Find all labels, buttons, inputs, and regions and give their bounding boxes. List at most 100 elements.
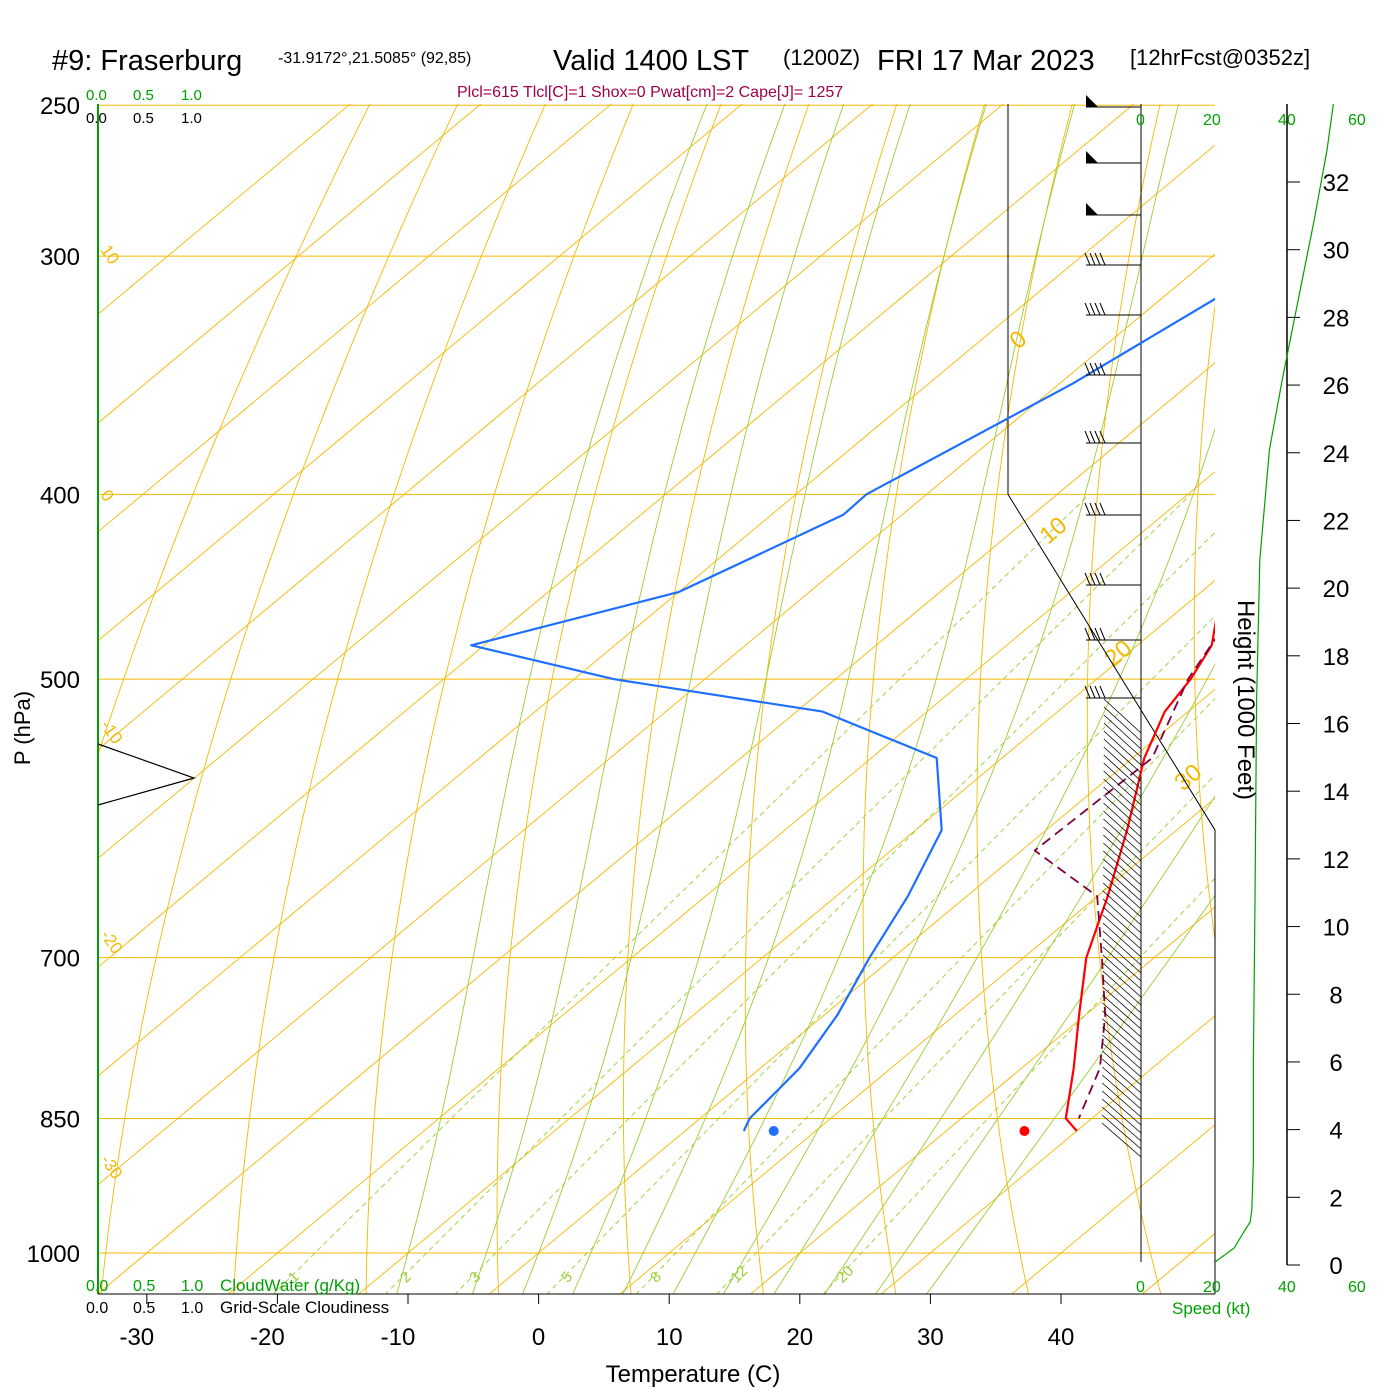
wind-barb-staff (1102, 938, 1142, 974)
temperature-tick-label: 10 (656, 1324, 683, 1351)
height-tick-label: 10 (1323, 915, 1350, 942)
wind-barb-feather (1094, 252, 1101, 266)
height-tick-label: 4 (1329, 1118, 1342, 1145)
wind-barb-pennant (1086, 203, 1098, 215)
moist-adiabat (773, 427, 1215, 1294)
wind-barb-staff (1102, 922, 1142, 958)
isotherm-label-left: -10 (97, 716, 127, 747)
temperature-trace (1064, 619, 1215, 1132)
wind-barb-pennant (1086, 151, 1098, 163)
wind-barb-feather (1084, 572, 1091, 586)
height-tick-label: 22 (1323, 508, 1350, 535)
wind-barb-staff (1102, 1010, 1142, 1046)
wind-barb-staff (1101, 1106, 1142, 1142)
wind-barb-feather (1094, 430, 1101, 444)
station-coords: -31.9172°,21.5085° (92,85) (278, 50, 471, 67)
moist-adiabat (572, 104, 911, 1294)
isotherm-label-right: 10 (1035, 512, 1073, 550)
wind-barb-feather (1084, 252, 1091, 266)
mixing-ratio-label: 8 (647, 1268, 665, 1286)
wind-barb-staff (1101, 1082, 1142, 1118)
wind-barb-staff (1103, 826, 1142, 862)
wind-barb-feather (1089, 252, 1096, 266)
dry-adiabat (622, 104, 810, 1294)
temperature-tick-label: 40 (1048, 1324, 1075, 1351)
wind-barb-staff (1102, 906, 1142, 942)
speed-label: Speed (kt) (1172, 1299, 1250, 1318)
isotherm-line (98, 253, 1215, 1186)
temperature-tick-label: 0 (532, 1324, 545, 1351)
moist-adiabat (672, 104, 1076, 1294)
wind-barb-staff (1102, 978, 1142, 1014)
mixing-ratio-line (822, 877, 1215, 1294)
wind-barb-staff (1102, 930, 1142, 966)
wind-barb-feather (1099, 252, 1106, 266)
valid-date: FRI 17 Mar 2023 (877, 45, 1095, 77)
wind-barb-staff (1102, 890, 1142, 926)
wind-barb-feather (1094, 362, 1101, 376)
cloud-tick-top-black-1: 0.5 (133, 110, 154, 127)
wind-barb-staff (1102, 994, 1142, 1030)
mixing-ratio-line (272, 493, 1090, 1294)
height-tick-label: 14 (1323, 779, 1350, 806)
pressure-tick-label: 700 (40, 946, 80, 973)
wind-barb-staff (1102, 1050, 1142, 1086)
height-tick-label: 30 (1323, 238, 1350, 265)
moist-adiabat (522, 104, 845, 1294)
wind-barb-staff (1102, 914, 1142, 950)
wind-barb-staff (1102, 1042, 1142, 1078)
wind-barb-staff (1103, 706, 1142, 742)
wind-barb-staff (1103, 770, 1142, 806)
height-tick-label: 2 (1329, 1185, 1342, 1212)
dry-adiabat (1193, 302, 1215, 944)
wind-barb-staff (1102, 858, 1142, 894)
mixing-ratio-label: 3 (466, 1268, 484, 1286)
speed-tick-top-3: 60 (1348, 112, 1366, 129)
speed-tick-top-1: 20 (1203, 112, 1221, 129)
dry-adiabat (365, 104, 634, 1294)
isotherm-line (98, 104, 1135, 968)
speed-tick-bottom-3: 60 (1348, 1279, 1366, 1296)
zulu-time: (1200Z) (783, 45, 860, 70)
surface-dewpoint-dot (768, 1126, 779, 1137)
wind-barb-staff (1103, 794, 1142, 830)
wind-barb-staff (1101, 1122, 1142, 1158)
wind-barb-feather (1094, 627, 1101, 641)
wind-barb-staff (1103, 730, 1142, 766)
wind-barb-staff (1103, 810, 1142, 846)
wind-barb-feather (1089, 502, 1096, 516)
isotherm-line (98, 104, 1004, 859)
speed-tick-bottom-0: 0 (1136, 1279, 1145, 1296)
speed-tick-top-2: 40 (1278, 112, 1296, 129)
dry-adiabat (98, 104, 371, 757)
isotherm-line (619, 797, 1215, 1294)
dry-adiabat (100, 104, 459, 1294)
cloud-tick-top-black-2: 1.0 (181, 110, 202, 127)
profile-traces (470, 297, 1215, 1137)
valid-time: Valid 1400 LST (553, 45, 749, 77)
wind-barb-staff (1102, 1018, 1142, 1054)
isotherm-label-left: -20 (97, 926, 127, 957)
height-tick-label: 0 (1329, 1253, 1342, 1280)
pressure-tick-label: 400 (40, 482, 80, 509)
height-tick-label: 16 (1323, 712, 1350, 739)
wind-barb-feather (1084, 502, 1091, 516)
cloud-tick-top-green-1: 0.5 (133, 87, 154, 104)
cloud-tick-top-green-0: 0.0 (86, 87, 107, 104)
wind-barb-staff (1102, 1066, 1142, 1102)
wind-barb-staff (1102, 882, 1142, 918)
wind-barb-feather (1089, 430, 1096, 444)
moist-adiabat (875, 795, 1215, 1294)
temperature-tick-label: -20 (250, 1324, 285, 1351)
wind-barb-feather (1094, 685, 1101, 699)
dry-adiabat (862, 104, 986, 1294)
height-tick-label: 12 (1323, 847, 1350, 874)
surface-temperature-dot (1019, 1126, 1030, 1137)
wind-barb-feather (1099, 502, 1106, 516)
wind-barb-feather (1084, 627, 1091, 641)
wind-barb-staff (1102, 874, 1142, 910)
pressure-tick-label: 300 (40, 244, 80, 271)
plot-frame (97, 104, 1288, 1295)
wind-speed-profile (1214, 103, 1334, 1263)
cloud-tick-bottom-green-2: 1.0 (181, 1278, 203, 1295)
